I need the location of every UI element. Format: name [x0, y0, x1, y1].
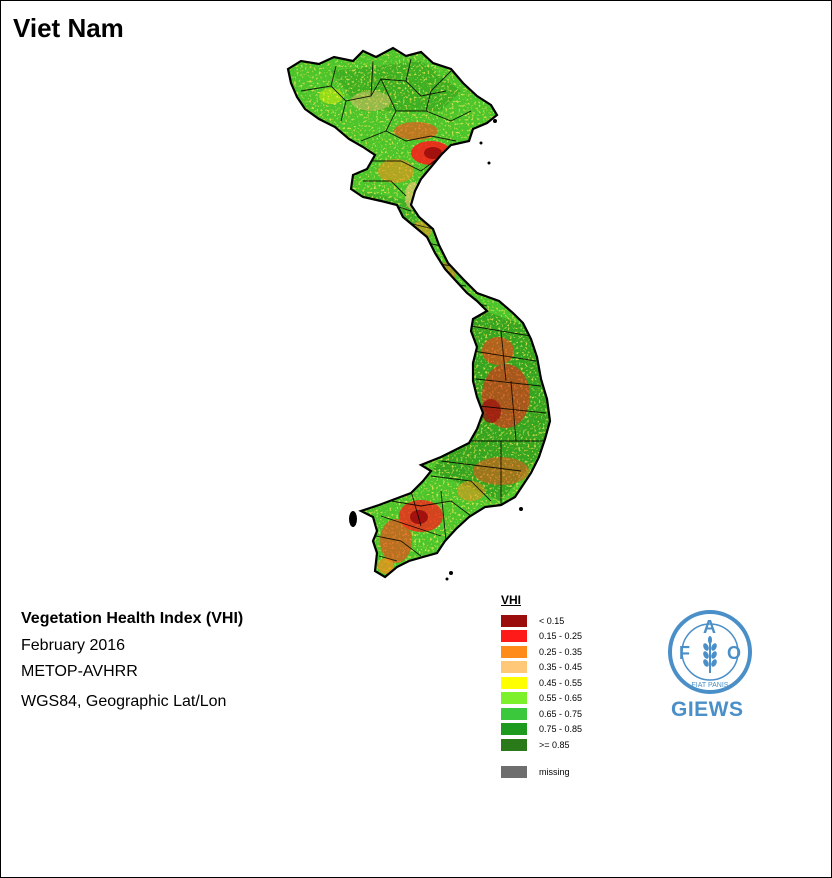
legend-label: 0.35 - 0.45: [539, 662, 583, 672]
legend-swatch-missing: [501, 765, 527, 778]
legend-swatch: [501, 692, 527, 704]
logo-motto: FIAT PANIS: [692, 682, 729, 689]
legend-swatch: [501, 614, 527, 627]
logo-letter-a: A: [703, 617, 716, 637]
legend-swatch: [501, 676, 527, 689]
map-title: Viet Nam: [13, 13, 124, 43]
legend-label: 0.55 - 0.65: [539, 693, 583, 703]
legend-item: 0.15 - 0.25: [501, 630, 582, 643]
fao-logo-icon: F A O FIAT PANIS: [668, 610, 752, 694]
legend-swatch: [501, 738, 527, 751]
legend-swatch: [501, 723, 527, 735]
legend-label: 0.45 - 0.55: [539, 677, 583, 688]
legend-label: 0.25 - 0.35: [539, 646, 583, 657]
legend-swatch: [501, 645, 527, 658]
giews-label: GIEWS: [671, 698, 744, 721]
logo-letter-f: F: [679, 643, 690, 663]
legend-item-missing: missing: [501, 765, 570, 778]
legend-item: 0.35 - 0.45: [501, 661, 582, 674]
legend-item: < 0.15: [501, 614, 564, 627]
legend-item: 0.65 - 0.75: [501, 707, 582, 720]
legend-item: 0.25 - 0.35: [501, 645, 582, 658]
legend-swatch: [501, 661, 527, 673]
legend-item: >= 0.85: [501, 738, 570, 751]
legend-label: 0.75 - 0.85: [539, 724, 583, 734]
sensor: METOP-AVHRR: [21, 663, 138, 680]
legend-label-missing: missing: [539, 766, 570, 777]
legend-swatch: [501, 630, 527, 642]
province-boundaries: [300, 58, 547, 562]
index-name: Vegetation Health Index (VHI): [21, 610, 244, 627]
legend-item: 0.75 - 0.85: [501, 723, 582, 736]
legend-title: VHI: [501, 593, 522, 607]
projection: WGS84, Geographic Lat/Lon: [21, 693, 227, 710]
legend-item: 0.55 - 0.65: [501, 692, 582, 705]
legend-label: 0.65 - 0.75: [539, 708, 583, 719]
legend-swatch: [501, 707, 527, 720]
period: February 2016: [21, 637, 126, 654]
logo-letter-o: O: [727, 643, 741, 663]
wheat-icon: [703, 636, 717, 673]
legend-item: 0.45 - 0.55: [501, 676, 582, 689]
legend-label: < 0.15: [539, 615, 565, 626]
legend-label: >= 0.85: [539, 739, 570, 750]
islands: [349, 119, 523, 581]
legend-label: 0.15 - 0.25: [539, 631, 583, 641]
